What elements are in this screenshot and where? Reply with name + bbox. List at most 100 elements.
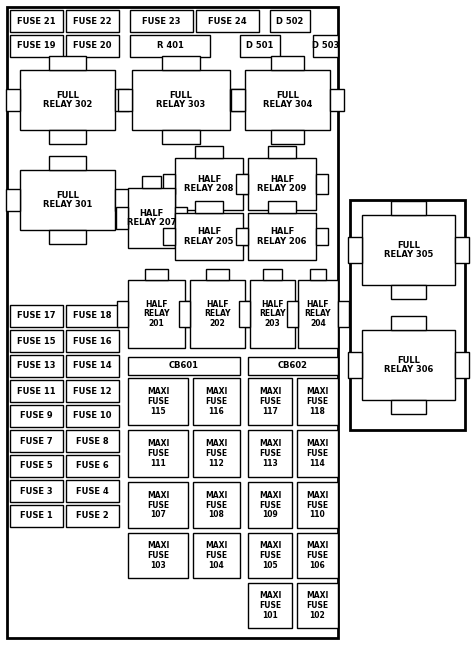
Bar <box>297 583 338 628</box>
Bar <box>66 505 119 527</box>
Bar <box>116 207 128 230</box>
Text: FUSE 18: FUSE 18 <box>73 312 112 321</box>
Text: MAXI
FUSE
109: MAXI FUSE 109 <box>259 491 281 519</box>
Bar <box>248 357 338 375</box>
Text: FUSE 6: FUSE 6 <box>76 462 109 471</box>
Text: MAXI
FUSE
102: MAXI FUSE 102 <box>306 591 328 619</box>
Bar <box>338 301 349 327</box>
Bar <box>310 269 327 280</box>
Bar <box>239 301 250 327</box>
Bar <box>316 174 328 194</box>
Bar <box>455 237 469 263</box>
Bar <box>243 228 255 245</box>
Bar <box>271 56 304 70</box>
Text: FULL
RELAY 306: FULL RELAY 306 <box>384 355 433 374</box>
Bar <box>287 301 298 327</box>
Bar <box>348 237 362 263</box>
Text: FULL
RELAY 303: FULL RELAY 303 <box>156 91 206 110</box>
Bar <box>163 56 200 70</box>
Bar <box>66 405 119 427</box>
Text: HALF
RELAY
204: HALF RELAY 204 <box>305 300 331 328</box>
Bar <box>236 174 248 194</box>
Text: FUSE 9: FUSE 9 <box>20 411 53 421</box>
Bar <box>6 188 20 211</box>
Text: MAXI
FUSE
105: MAXI FUSE 105 <box>259 541 281 570</box>
Bar <box>391 316 426 330</box>
Text: HALF
RELAY
201: HALF RELAY 201 <box>143 300 170 328</box>
Bar <box>128 357 240 375</box>
Bar <box>175 207 187 230</box>
Text: D 502: D 502 <box>276 16 304 25</box>
Bar <box>115 89 129 111</box>
Bar <box>49 156 85 170</box>
Bar <box>66 380 119 402</box>
Text: HALF
RELAY
202: HALF RELAY 202 <box>204 300 231 328</box>
Bar <box>297 533 338 578</box>
Text: HALF
RELAY 206: HALF RELAY 206 <box>257 227 307 246</box>
Text: FUSE 13: FUSE 13 <box>17 361 56 370</box>
Bar <box>130 10 193 32</box>
Text: FUSE 21: FUSE 21 <box>17 16 56 25</box>
Bar <box>10 380 63 402</box>
Bar <box>175 213 243 260</box>
Text: FUSE 1: FUSE 1 <box>20 512 53 520</box>
Bar <box>10 455 63 477</box>
Bar <box>6 89 20 111</box>
Text: HALF
RELAY 205: HALF RELAY 205 <box>184 227 234 246</box>
Text: MAXI
FUSE
107: MAXI FUSE 107 <box>147 491 169 519</box>
Bar <box>193 430 240 477</box>
Text: MAXI
FUSE
101: MAXI FUSE 101 <box>259 591 281 619</box>
Text: D 501: D 501 <box>246 42 273 50</box>
Text: FULL
RELAY 301: FULL RELAY 301 <box>43 190 92 209</box>
Bar <box>248 583 292 628</box>
Text: FUSE 14: FUSE 14 <box>73 361 112 370</box>
Bar <box>128 280 185 348</box>
Text: MAXI
FUSE
104: MAXI FUSE 104 <box>205 541 228 570</box>
Bar <box>10 10 63 32</box>
Text: MAXI
FUSE
106: MAXI FUSE 106 <box>306 541 328 570</box>
Bar <box>163 130 200 144</box>
Text: FUSE 11: FUSE 11 <box>17 387 56 396</box>
Bar <box>10 405 63 427</box>
Bar <box>163 228 175 245</box>
Bar <box>7 7 338 638</box>
Bar <box>195 201 223 213</box>
Bar <box>248 533 292 578</box>
Bar <box>163 174 175 194</box>
Bar <box>66 355 119 377</box>
Bar <box>362 330 455 400</box>
Text: FUSE 23: FUSE 23 <box>142 16 181 25</box>
Text: HALF
RELAY 208: HALF RELAY 208 <box>184 175 234 194</box>
Bar <box>270 10 310 32</box>
Text: MAXI
FUSE
117: MAXI FUSE 117 <box>259 387 281 416</box>
Bar <box>193 378 240 425</box>
Bar <box>248 213 316 260</box>
Bar <box>193 533 240 578</box>
Bar <box>128 482 188 528</box>
Bar <box>297 430 338 477</box>
Bar <box>128 188 175 248</box>
Bar <box>118 89 132 111</box>
Text: FUSE 3: FUSE 3 <box>20 486 53 496</box>
Text: FUSE 10: FUSE 10 <box>73 411 112 421</box>
Bar <box>128 430 188 477</box>
Bar <box>268 146 296 158</box>
Bar <box>195 146 223 158</box>
Bar <box>49 130 85 144</box>
Bar <box>231 89 245 111</box>
Bar <box>10 305 63 327</box>
Text: CB602: CB602 <box>278 361 308 370</box>
Bar <box>350 200 465 430</box>
Bar <box>10 430 63 452</box>
Bar <box>263 269 282 280</box>
Bar <box>66 35 119 57</box>
Bar <box>297 378 338 425</box>
Bar <box>190 280 245 348</box>
Text: MAXI
FUSE
118: MAXI FUSE 118 <box>306 387 328 416</box>
Bar <box>298 280 338 348</box>
Text: FUSE 24: FUSE 24 <box>208 16 247 25</box>
Bar <box>10 480 63 502</box>
Bar <box>117 301 128 327</box>
Bar <box>66 455 119 477</box>
Text: CB601: CB601 <box>169 361 199 370</box>
